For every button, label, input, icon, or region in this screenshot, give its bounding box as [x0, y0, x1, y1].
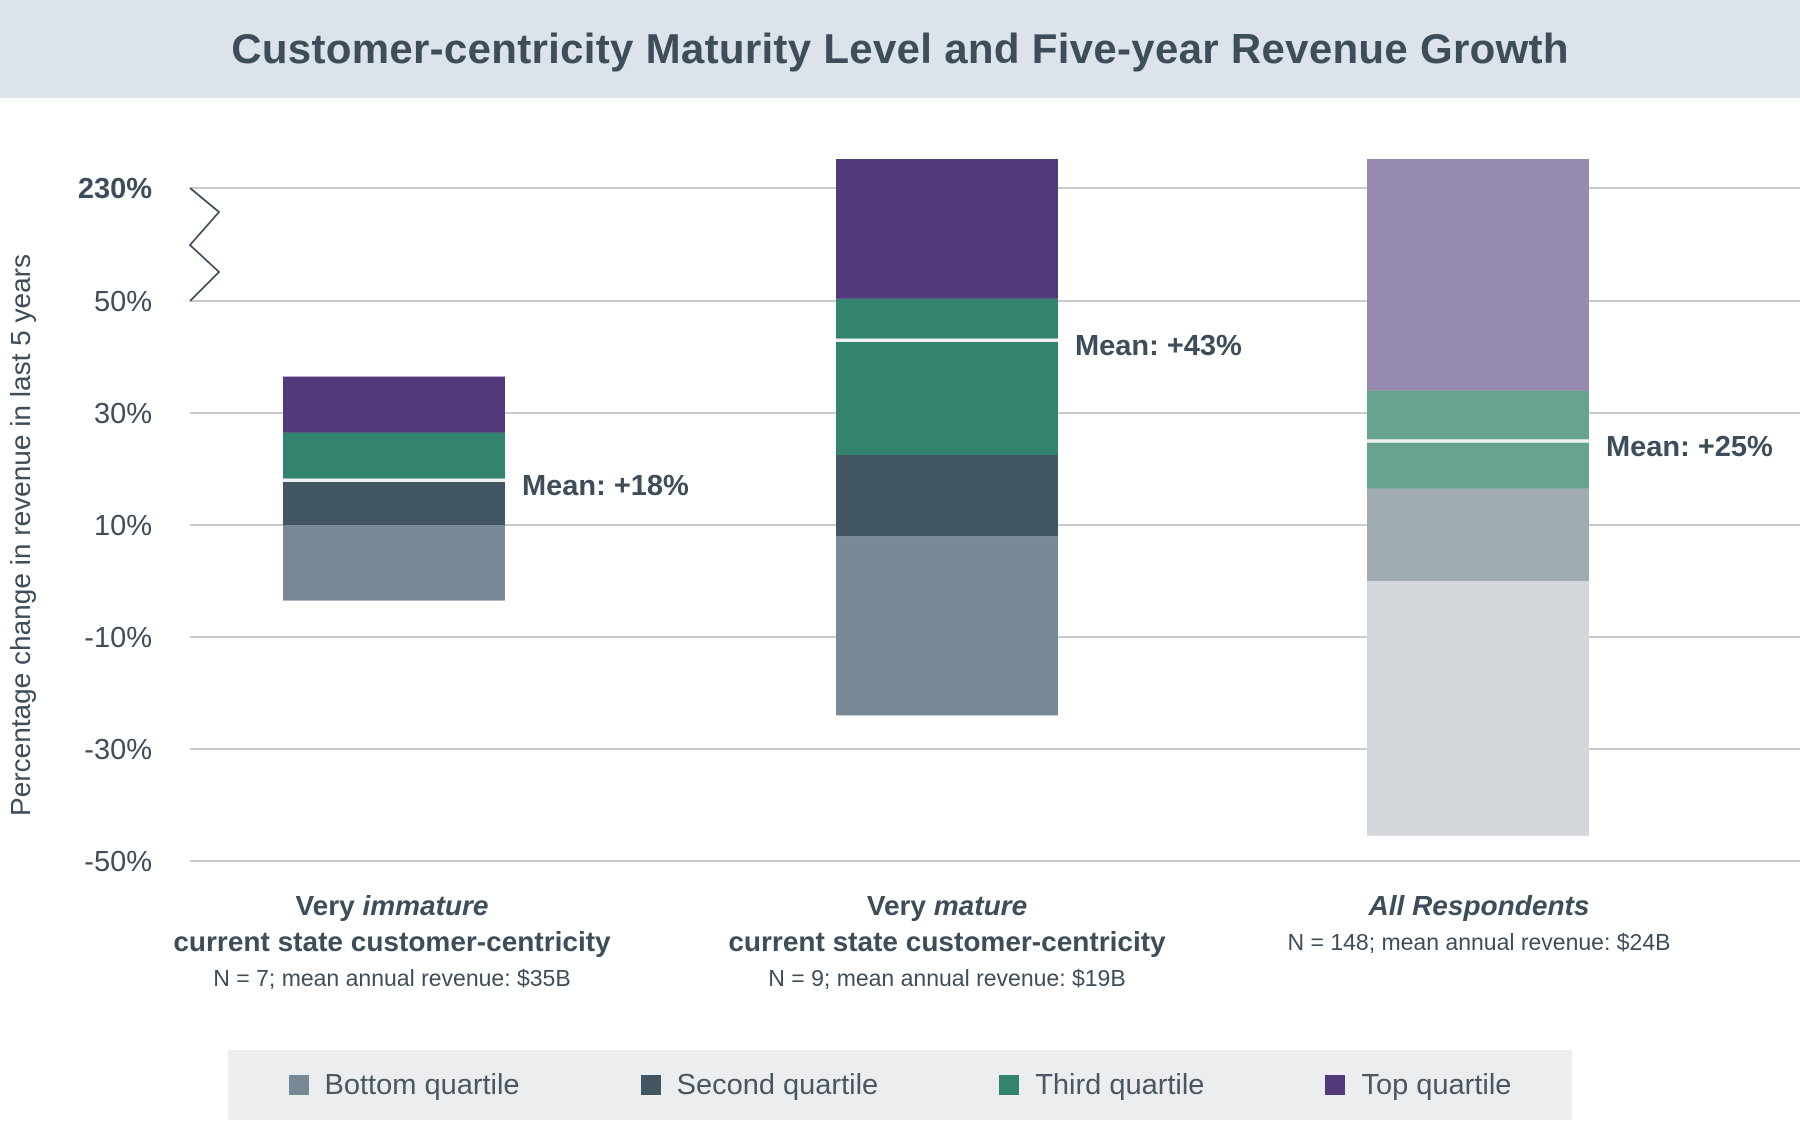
bar-segment-top-quartile	[1367, 159, 1589, 391]
legend-swatch	[999, 1075, 1020, 1095]
bar-segment-top-quartile	[836, 159, 1058, 299]
chart-plot: 230% 50% 30% 10% -10% -30% -50% Percentage chan…	[5, 159, 1800, 878]
legend-swatch	[1325, 1075, 1346, 1095]
category-label-emphasis: All Respondents	[1368, 890, 1590, 921]
bar-segment-second-quartile	[283, 480, 505, 525]
legend-label: Second quartile	[676, 1068, 879, 1101]
legend-swatch	[288, 1075, 309, 1095]
bar-segment-bottom-quartile	[1367, 581, 1589, 836]
category-label-emphasis: immature	[362, 890, 489, 921]
category-label-sample: N = 9; mean annual revenue: $19B	[768, 965, 1126, 991]
category-label-line2: current state customer-centricity	[728, 926, 1166, 957]
category-label-very-mature: Very mature current state customer-centr…	[667, 888, 1227, 996]
category-label-sample: N = 148; mean annual revenue: $24B	[1287, 929, 1671, 955]
legend-item-second-quartile: Second quartile	[640, 1068, 879, 1102]
y-tick-label: -10%	[84, 622, 152, 654]
legend: Bottom quartile Second quartile Third qu…	[228, 1050, 1572, 1120]
legend-swatch	[640, 1075, 661, 1095]
bar-segment-bottom-quartile	[283, 525, 505, 601]
bar-segment-second-quartile	[1367, 488, 1589, 581]
bar-segment-third-quartile	[836, 298, 1058, 455]
legend-item-third-quartile: Third quartile	[999, 1069, 1204, 1102]
y-tick-label: -50%	[84, 846, 152, 878]
y-tick-label: 230%	[78, 173, 152, 205]
bar-segment-bottom-quartile	[836, 536, 1058, 716]
legend-item-top-quartile: Top quartile	[1325, 1069, 1511, 1102]
category-label-all-respondents: All Respondents N = 148; mean annual rev…	[1199, 888, 1759, 960]
category-label-line2: current state customer-centricity	[173, 926, 611, 957]
category-label-very-immature: Very immature current state customer-cen…	[112, 888, 672, 996]
bar-segment-second-quartile	[836, 455, 1058, 537]
title-bar: Customer-centricity Maturity Level and F…	[0, 0, 1800, 98]
legend-label: Third quartile	[1035, 1068, 1205, 1101]
y-axis-label: Percentage change in revenue in last 5 y…	[5, 254, 36, 816]
y-tick-label: 50%	[94, 286, 152, 318]
mean-label: Mean: +25%	[1606, 431, 1773, 463]
chart-title: Customer-centricity Maturity Level and F…	[231, 25, 1569, 72]
category-label-emphasis: mature	[933, 890, 1028, 921]
category-label-line1: Very	[295, 890, 363, 921]
legend-item-bottom-quartile: Bottom quartile	[288, 1068, 520, 1102]
bar-segment-third-quartile	[283, 432, 505, 481]
mean-label: Mean: +43%	[1075, 330, 1242, 362]
legend-label: Top quartile	[1361, 1068, 1512, 1101]
mean-label: Mean: +18%	[522, 470, 689, 502]
legend-label: Bottom quartile	[324, 1068, 520, 1101]
y-tick-label: 30%	[94, 398, 152, 430]
axis-break-icon	[188, 187, 221, 302]
bar-segment-top-quartile	[283, 376, 505, 433]
y-tick-label: 10%	[94, 510, 152, 542]
category-label-sample: N = 7; mean annual revenue: $35B	[213, 965, 571, 991]
y-tick-label: -30%	[84, 734, 152, 766]
category-label-line1: Very	[866, 890, 934, 921]
